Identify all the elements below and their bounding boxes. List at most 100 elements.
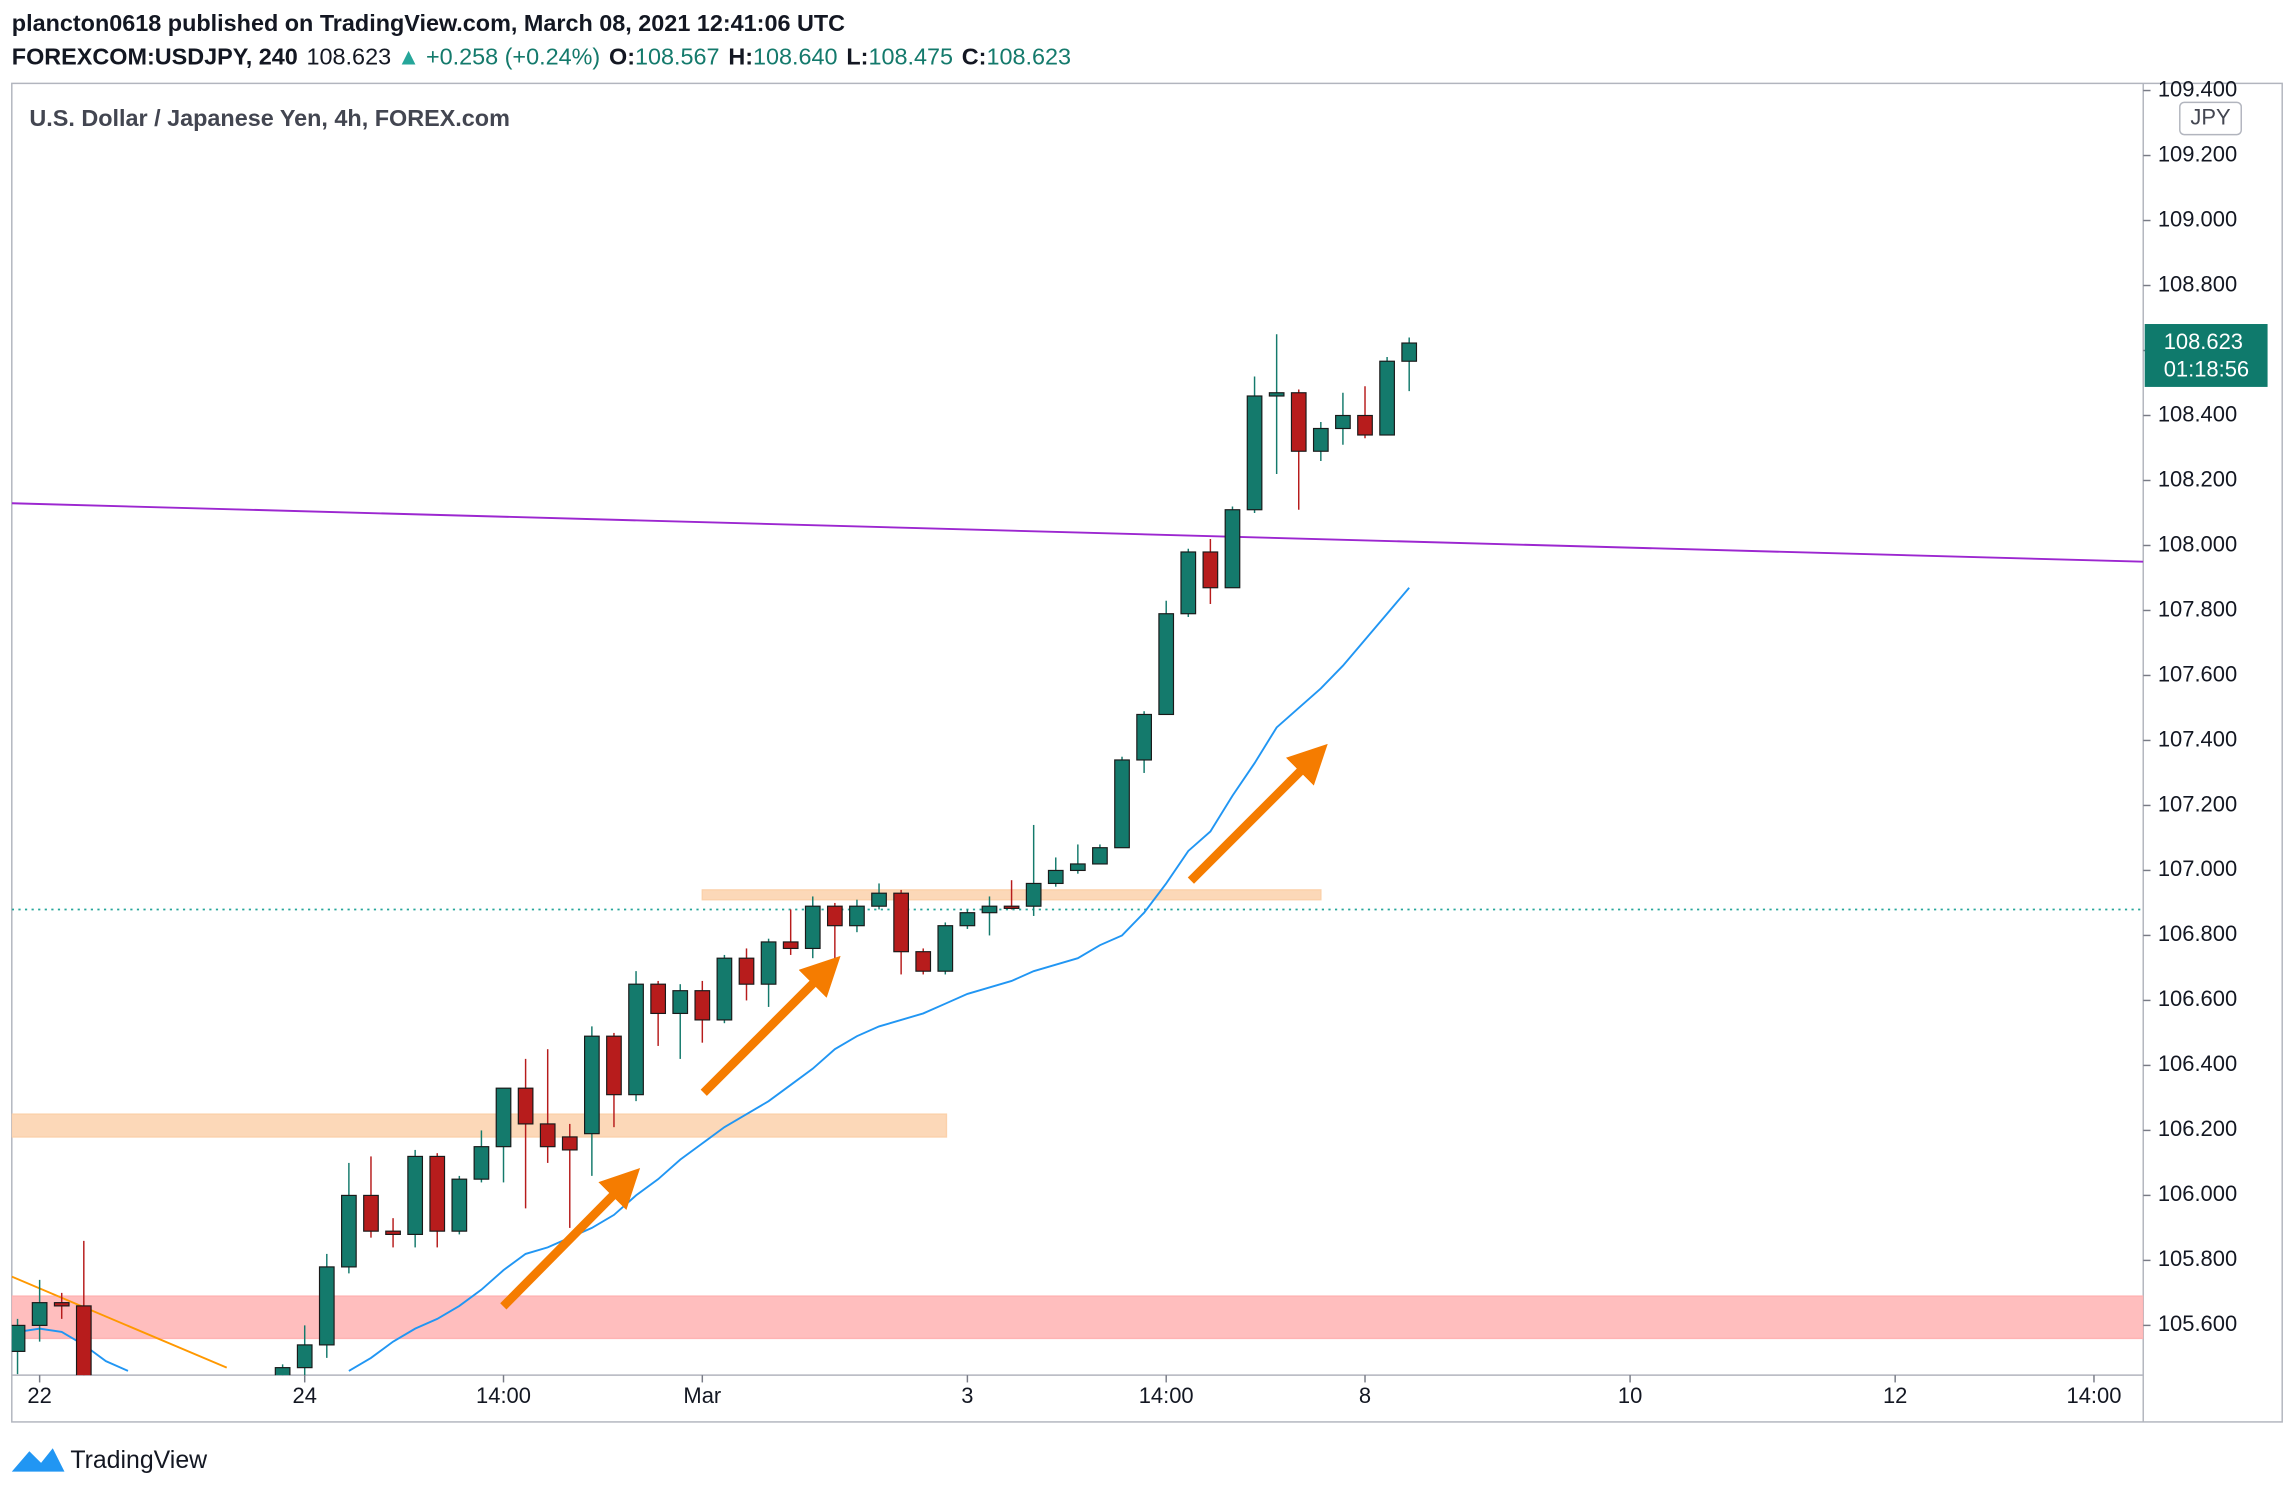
candle-body (672, 990, 689, 1015)
c-label: C: (962, 44, 987, 70)
currency: JPY (2190, 104, 2231, 129)
symbol: FOREXCOM:USDJPY, 240 (12, 44, 298, 70)
change: +0.258 (+0.24%) (426, 44, 600, 70)
y-tick-label: 106.400 (2158, 1051, 2237, 1076)
candle-body (1335, 414, 1351, 430)
arrow (1187, 743, 1328, 884)
candle-body (893, 892, 910, 953)
candle-body (1003, 905, 1020, 909)
x-tick-label: 3 (961, 1383, 973, 1408)
candle-body (1268, 392, 1285, 397)
x-tick-label: 22 (27, 1383, 51, 1408)
candle-body (274, 1367, 291, 1376)
candle-body (760, 941, 777, 985)
h: 108.640 (753, 44, 838, 70)
y-tick-label: 108.800 (2158, 271, 2237, 296)
y-tick-label: 109.200 (2158, 141, 2237, 166)
y-tick-label: 108.000 (2158, 531, 2237, 556)
publisher: plancton0618 published on TradingView.co… (12, 10, 845, 36)
arrow (500, 1167, 641, 1310)
candle-body (871, 892, 887, 907)
candle-body (75, 1305, 92, 1376)
x-tick-label: 14:00 (1139, 1383, 1194, 1408)
arrows (500, 743, 1328, 1310)
c: 108.623 (986, 44, 1071, 70)
candle-body (451, 1178, 468, 1232)
candle-body (11, 1324, 26, 1352)
candle-body (341, 1194, 357, 1268)
candle-body (1202, 551, 1219, 589)
y-tick-label: 107.400 (2158, 726, 2237, 751)
y-tick-label: 109.000 (2158, 206, 2237, 231)
candle-body (539, 1123, 556, 1148)
last: 108.623 (307, 44, 392, 70)
logo-text: TradingView (70, 1446, 208, 1474)
candle-body (1401, 342, 1418, 362)
candle-body (561, 1136, 578, 1151)
candle-body (1092, 847, 1108, 865)
x-tick-label: 14:00 (476, 1383, 531, 1408)
symbol-line: FOREXCOM:USDJPY, 240 108.623 ▲ +0.258 (+0.2… (12, 44, 1071, 70)
candle-body (1069, 863, 1086, 872)
candle-body (804, 905, 821, 950)
l-label: L: (846, 44, 868, 70)
candle-body (1136, 713, 1152, 761)
candle-body (826, 905, 843, 927)
candle-body (31, 1302, 48, 1326)
candle-body (385, 1230, 401, 1235)
candle-body (628, 983, 644, 1096)
zone (11, 1113, 948, 1138)
candle-body (1114, 759, 1130, 849)
candle-body (650, 983, 667, 1015)
y-tick-label: 106.800 (2158, 921, 2237, 946)
chart-title: U.S. Dollar / Japanese Yen, 4h, FOREX.co… (29, 105, 510, 131)
axes: 105.600 105.800 106.000 106.200 106.400 106.6… (27, 76, 2268, 1408)
currency-box (2179, 101, 2242, 136)
candle-body (53, 1302, 70, 1307)
x-tick-label: 10 (1618, 1383, 1642, 1408)
candle-body (782, 941, 799, 950)
candle-body (1312, 427, 1329, 452)
x-tick-label: 14:00 (2067, 1383, 2122, 1408)
candle-body (1357, 414, 1373, 436)
candle-body (318, 1266, 335, 1346)
candle-body (583, 1035, 600, 1135)
arrow (700, 955, 841, 1096)
candle-body (1025, 882, 1042, 907)
logo-icon (11, 1448, 65, 1472)
candle-body (981, 905, 998, 914)
candle-body (495, 1087, 512, 1148)
countdown: 01:18:56 (2164, 357, 2249, 382)
y-tick-label: 107.000 (2158, 856, 2237, 881)
candle-body (606, 1035, 622, 1096)
y-tick-label: 105.800 (2158, 1246, 2237, 1271)
candle-body (517, 1087, 534, 1125)
candle-body (1158, 613, 1175, 716)
candle-body (429, 1155, 446, 1232)
x-tick-label: Mar (683, 1383, 721, 1408)
zone (11, 1295, 2144, 1340)
frame (11, 82, 2283, 1423)
trend-line (11, 502, 2144, 563)
y-tick-label: 105.600 (2158, 1311, 2237, 1336)
candle-body (959, 912, 976, 927)
x-tick-label: 24 (293, 1383, 317, 1408)
y-tick-label: 106.200 (2158, 1116, 2237, 1141)
candle-body (407, 1155, 424, 1235)
candle-body (296, 1344, 313, 1369)
candle-body (1047, 869, 1064, 885)
candle-body (849, 905, 865, 927)
candle-body (937, 925, 954, 972)
y-tick-label: 108.200 (2158, 466, 2237, 491)
last-price-box (2144, 324, 2268, 387)
moving-average (348, 587, 1410, 1372)
candle-body (1180, 551, 1197, 615)
publisher-text: plancton0618 published on TradingView.co… (12, 10, 845, 36)
y-tick-label: 108.400 (2158, 401, 2237, 426)
candle-body (1224, 509, 1241, 589)
moving-average (17, 1327, 129, 1372)
candle-body (1246, 395, 1263, 511)
candle-body (1379, 360, 1395, 436)
x-tick-label: 8 (1359, 1383, 1371, 1408)
